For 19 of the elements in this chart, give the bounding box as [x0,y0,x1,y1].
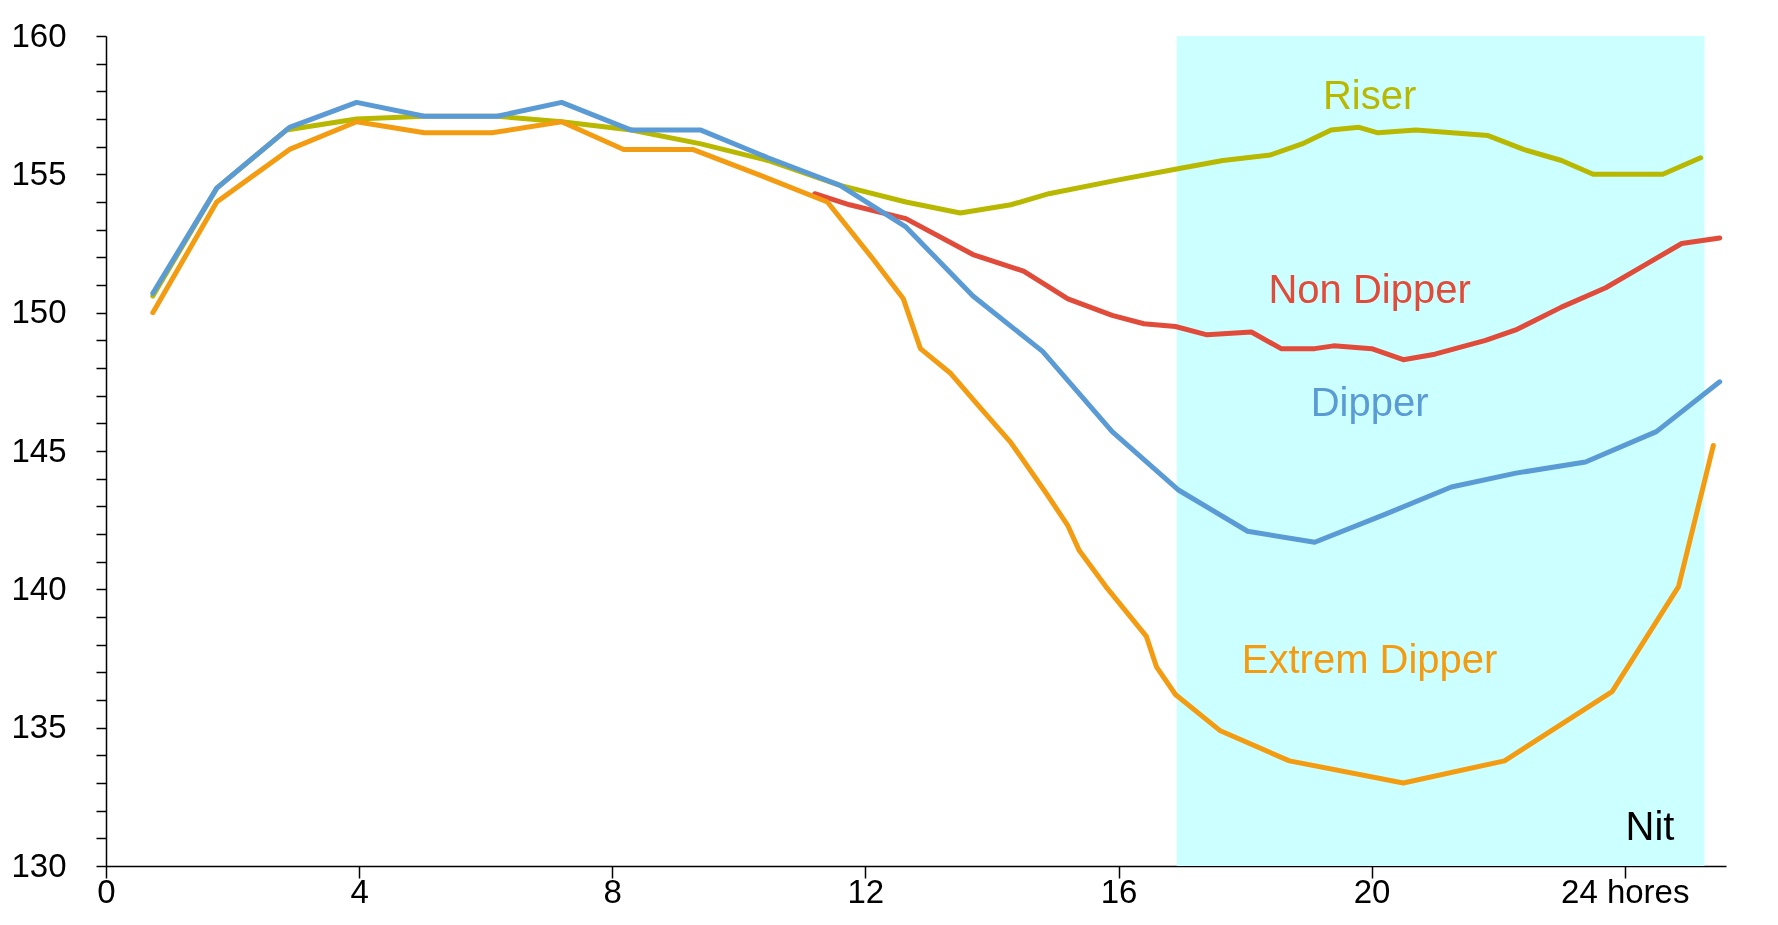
x-tick-label: 4 [350,872,369,910]
y-tick-label: 155 [11,154,67,192]
x-tick-label: 0 [97,872,116,910]
y-tick-label: 140 [11,569,67,607]
series-label: Extrem Dipper [1241,637,1498,682]
series-label: Dipper [1310,379,1429,424]
y-tick-label: 150 [11,293,67,331]
series-label: Non Dipper [1268,266,1471,311]
x-tick-label: 24 hores [1561,872,1690,910]
series-label: Riser [1322,72,1417,117]
band-label: Nit [1625,804,1675,848]
x-tick-label: 20 [1353,872,1391,910]
y-tick-label: 145 [11,431,67,469]
x-tick-label: 12 [847,872,885,910]
x-tick-label: 8 [603,872,622,910]
y-tick-label: 135 [11,708,67,746]
x-tick-label: 16 [1100,872,1138,910]
y-tick-label: 160 [11,16,67,54]
y-tick-label: 130 [11,846,67,884]
